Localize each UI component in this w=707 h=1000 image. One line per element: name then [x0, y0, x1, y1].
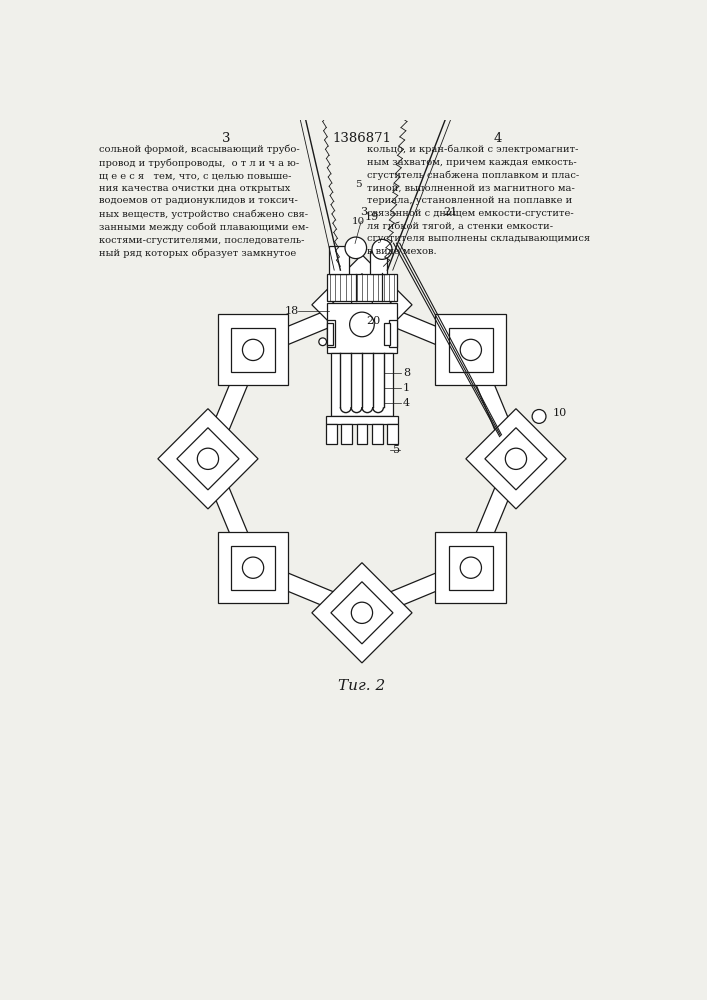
Polygon shape [231, 328, 275, 372]
Polygon shape [436, 532, 506, 603]
Bar [331, 353, 393, 416]
Polygon shape [312, 563, 412, 663]
Text: 5: 5 [355, 180, 361, 189]
Polygon shape [177, 428, 239, 490]
Polygon shape [277, 308, 338, 347]
Circle shape [243, 339, 264, 361]
Circle shape [243, 557, 264, 578]
Text: 4: 4 [403, 398, 410, 408]
Text: 20: 20 [366, 316, 381, 326]
Circle shape [350, 312, 374, 337]
Polygon shape [449, 328, 493, 372]
Text: 19: 19 [365, 212, 379, 222]
Polygon shape [466, 409, 566, 509]
Bar [329, 246, 349, 274]
Polygon shape [386, 571, 447, 609]
Text: 10: 10 [553, 408, 567, 418]
Bar [385, 323, 390, 345]
Text: 3: 3 [360, 207, 367, 217]
Bar [372, 424, 382, 444]
Bar [387, 424, 398, 444]
Bar [326, 424, 337, 444]
Circle shape [372, 239, 392, 259]
Text: Τиг. 2: Τиг. 2 [339, 679, 385, 693]
Circle shape [345, 237, 366, 259]
Text: 21: 21 [443, 207, 457, 217]
Bar [327, 303, 397, 353]
Circle shape [351, 602, 373, 623]
Bar [326, 416, 398, 424]
Text: 4: 4 [494, 132, 503, 145]
Polygon shape [211, 374, 250, 435]
Bar [327, 274, 397, 301]
Circle shape [351, 294, 373, 315]
Polygon shape [474, 483, 513, 544]
Polygon shape [218, 532, 288, 603]
Polygon shape [485, 428, 547, 490]
Text: кольцо, и кран-балкой с электромагнит-
ным захватом, причем каждая емкость-
сгус: кольцо, и кран-балкой с электромагнит- н… [368, 145, 590, 256]
Polygon shape [277, 571, 338, 609]
Circle shape [532, 410, 546, 423]
Text: 1386871: 1386871 [332, 132, 392, 145]
Text: 1: 1 [403, 383, 410, 393]
Polygon shape [312, 255, 412, 355]
Polygon shape [449, 546, 493, 590]
Polygon shape [211, 483, 250, 544]
Circle shape [506, 448, 527, 469]
Text: 3: 3 [222, 132, 230, 145]
Bar [327, 320, 335, 347]
Text: 8: 8 [403, 368, 410, 378]
Circle shape [460, 557, 481, 578]
Polygon shape [218, 314, 288, 385]
Polygon shape [474, 374, 513, 435]
Polygon shape [231, 546, 275, 590]
Bar [356, 424, 368, 444]
Text: 5: 5 [393, 445, 400, 455]
Polygon shape [158, 409, 258, 509]
Polygon shape [331, 582, 393, 644]
Circle shape [319, 338, 327, 346]
Bar [341, 424, 352, 444]
Bar [370, 251, 387, 274]
Bar [389, 320, 397, 347]
Text: 10: 10 [351, 217, 365, 226]
Text: сольной формой, всасывающий трубо-
провод и трубопроводы,  о т л и ч а ю-
щ е е : сольной формой, всасывающий трубо- прово… [100, 145, 309, 258]
Bar [327, 323, 333, 345]
Polygon shape [331, 274, 393, 336]
Polygon shape [386, 308, 447, 347]
Circle shape [197, 448, 218, 469]
Circle shape [460, 339, 481, 361]
Polygon shape [436, 314, 506, 385]
Text: 18: 18 [285, 306, 299, 316]
